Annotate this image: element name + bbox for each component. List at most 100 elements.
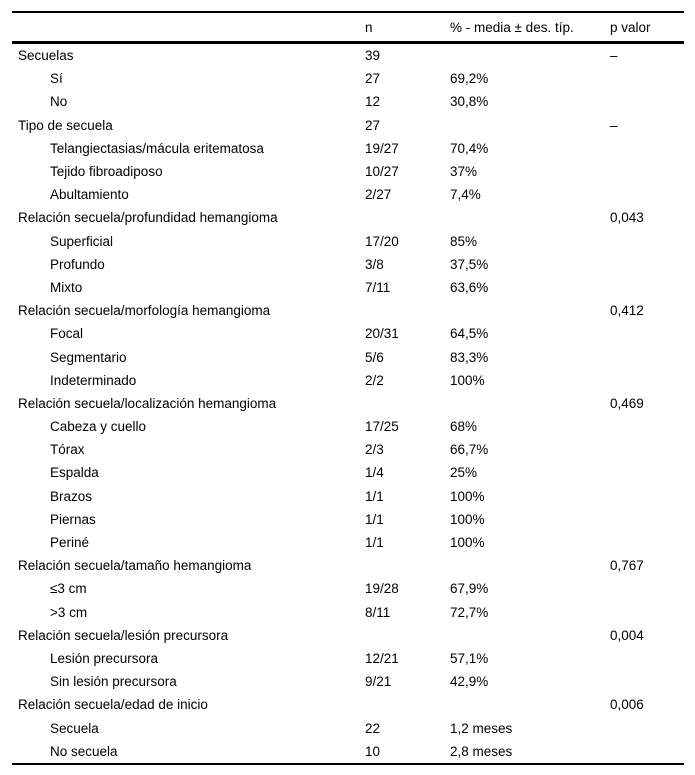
row-label: Relación secuela/edad de inicio: [18, 697, 208, 713]
stats-table-container: n % - media ± des. típ. p valor Secuelas…: [12, 11, 684, 765]
table-body: Secuelas 39 – Sí 27 69,2% No 12 30,8% Ti…: [12, 43, 684, 764]
row-p-value: [610, 670, 684, 693]
header-row: n % - media ± des. típ. p valor: [12, 12, 684, 43]
row-pct-value: 25%: [450, 465, 478, 481]
table-row: ≤3 cm 19/28 67,9%: [12, 577, 684, 600]
row-n-value: 3/8: [365, 256, 384, 272]
row-n-value: 8/11: [365, 604, 391, 620]
row-p-value: –: [610, 48, 618, 64]
row-label: Tejido fibroadiposo: [50, 164, 163, 180]
row-p-value: [610, 253, 684, 276]
table-row: Cabeza y cuello 17/25 68%: [12, 415, 684, 438]
row-p-value: [610, 369, 684, 392]
row-p-value: [610, 90, 684, 113]
row-pct-value: [450, 693, 610, 716]
row-p-value: [610, 461, 684, 484]
row-n-value: [365, 206, 450, 229]
row-label: Tipo de secuela: [18, 117, 113, 133]
row-p-value: [610, 67, 684, 90]
row-p-value: [610, 137, 684, 160]
row-label: Periné: [50, 535, 90, 551]
table-row: Relación secuela/tamaño hemangioma 0,767: [12, 554, 684, 577]
row-p-value: [610, 276, 684, 299]
row-label: Profundo: [50, 256, 105, 272]
row-n-value: 7/11: [365, 279, 391, 295]
row-pct-value: 7,4%: [450, 187, 481, 203]
row-n-value: 20/31: [365, 326, 399, 342]
table-row: Espalda 1/4 25%: [12, 461, 684, 484]
row-pct-value: 57,1%: [450, 650, 489, 666]
row-p-value: –: [610, 117, 618, 133]
col-header-label: [12, 12, 365, 43]
row-pct-value: 100%: [450, 511, 485, 527]
row-pct-value: [450, 43, 610, 68]
col-header-p-valor: p valor: [610, 19, 651, 35]
row-pct-value: 72,7%: [450, 604, 489, 620]
row-p-value: [610, 601, 684, 624]
row-pct-value: [450, 299, 610, 322]
row-n-value: 19/28: [365, 581, 399, 597]
row-label: Cabeza y cuello: [50, 419, 147, 435]
row-p-value: 0,767: [610, 558, 644, 574]
row-p-value: [610, 740, 684, 764]
row-label: Brazos: [50, 488, 93, 504]
table-row: Telangiectasias/mácula eritematosa 19/27…: [12, 137, 684, 160]
row-pct-value: 69,2%: [450, 71, 489, 87]
row-n-value: 12/21: [365, 650, 399, 666]
row-n-value: 10: [365, 743, 381, 759]
row-pct-value: 83,3%: [450, 349, 489, 365]
table-row: >3 cm 8/11 72,7%: [12, 601, 684, 624]
row-pct-value: 64,5%: [450, 326, 489, 342]
row-p-value: [610, 716, 684, 739]
row-n-value: 2/2: [365, 372, 384, 388]
row-n-value: [365, 624, 450, 647]
row-pct-value: 100%: [450, 535, 485, 551]
row-pct-value: 67,9%: [450, 581, 489, 597]
row-p-value: [610, 230, 684, 253]
row-label: Secuela: [50, 720, 99, 736]
table-row: Segmentario 5/6 83,3%: [12, 345, 684, 368]
table-row: Relación secuela/profundidad hemangioma …: [12, 206, 684, 229]
row-n-value: 22: [365, 720, 381, 736]
row-n-value: 17/25: [365, 419, 399, 435]
row-n-value: 12: [365, 94, 381, 110]
row-n-value: 17/20: [365, 233, 399, 249]
table-row: Tejido fibroadiposo 10/27 37%: [12, 160, 684, 183]
row-pct-value: 100%: [450, 372, 485, 388]
row-p-value: [610, 415, 684, 438]
row-pct-value: 2,8 meses: [450, 743, 513, 759]
row-pct-value: [450, 554, 610, 577]
row-p-value: 0,043: [610, 210, 644, 226]
row-pct-value: 37%: [450, 164, 478, 180]
row-pct-value: 66,7%: [450, 442, 489, 458]
row-n-value: 1/1: [365, 511, 384, 527]
row-p-value: 0,006: [610, 697, 644, 713]
table-row: Indeterminado 2/2 100%: [12, 369, 684, 392]
row-pct-value: 85%: [450, 233, 478, 249]
row-p-value: [610, 531, 684, 554]
table-row: Piernas 1/1 100%: [12, 508, 684, 531]
row-label: Indeterminado: [50, 372, 137, 388]
row-pct-value: [450, 624, 610, 647]
col-header-n: n: [365, 19, 373, 35]
row-pct-value: 42,9%: [450, 674, 489, 690]
row-p-value: 0,412: [610, 303, 644, 319]
row-label: Relación secuela/localización hemangioma: [18, 395, 277, 411]
row-label: Relación secuela/profundidad hemangioma: [18, 210, 278, 226]
table-row: Secuela 22 1,2 meses: [12, 716, 684, 739]
row-p-value: 0,469: [610, 395, 644, 411]
row-p-value: [610, 322, 684, 345]
row-label: Sin lesión precursora: [50, 674, 177, 690]
row-n-value: 19/27: [365, 140, 399, 156]
row-label: No secuela: [50, 743, 118, 759]
row-pct-value: [450, 114, 610, 137]
row-n-value: 10/27: [365, 164, 399, 180]
row-p-value: [610, 485, 684, 508]
row-n-value: 1/4: [365, 465, 384, 481]
row-pct-value: 30,8%: [450, 94, 489, 110]
row-label: Superficial: [50, 233, 114, 249]
row-n-value: 2/3: [365, 442, 384, 458]
row-label: Abultamiento: [50, 187, 129, 203]
row-p-value: [610, 647, 684, 670]
row-label: Relación secuela/lesión precursora: [18, 627, 229, 643]
